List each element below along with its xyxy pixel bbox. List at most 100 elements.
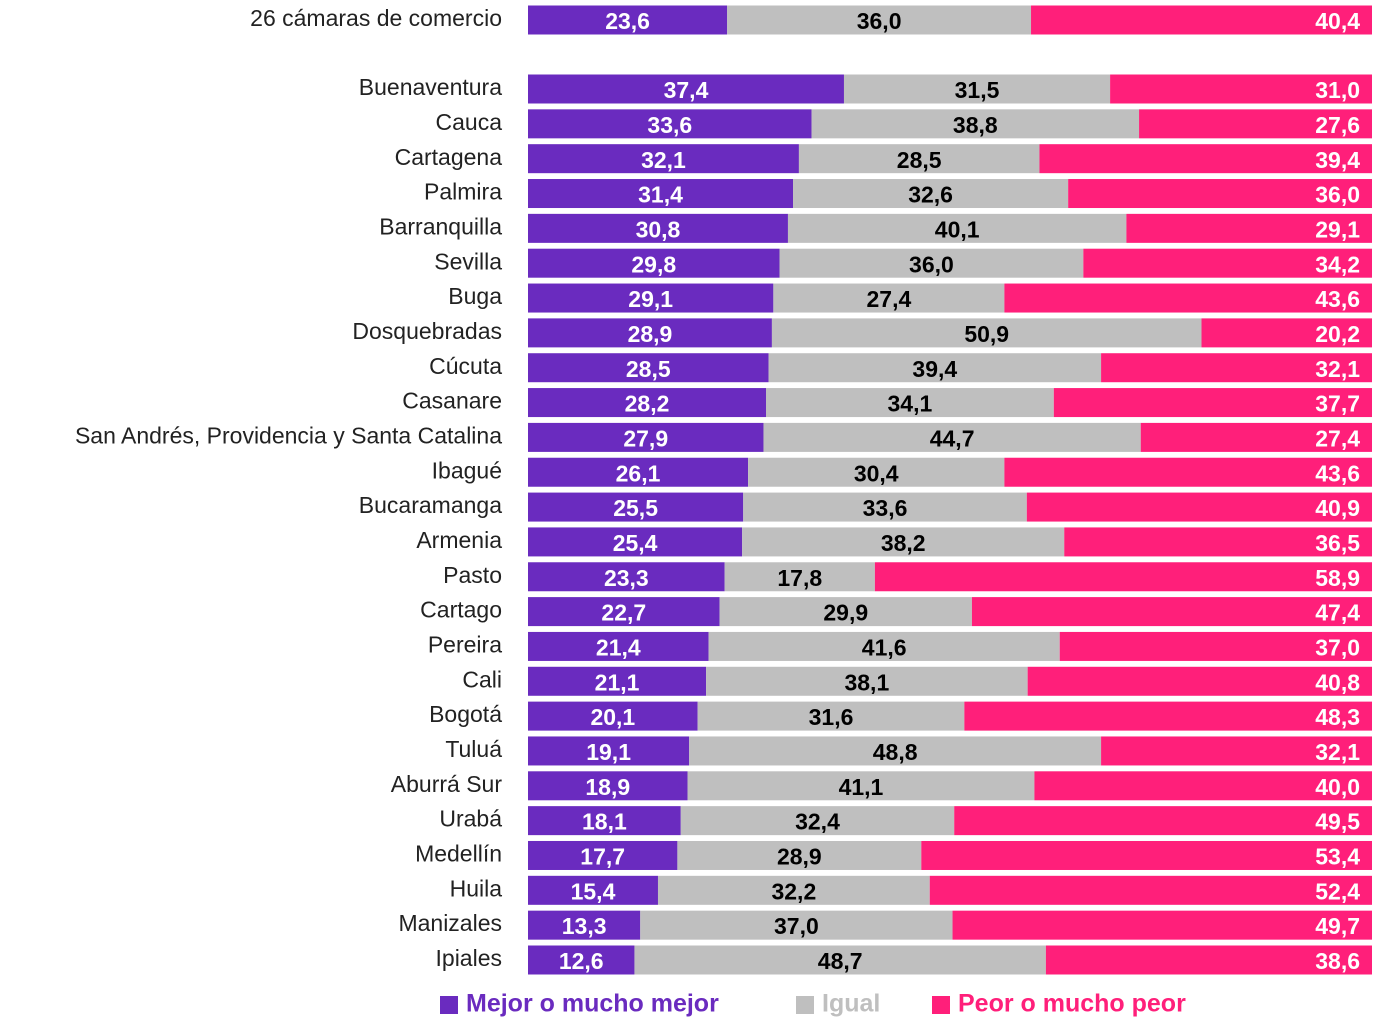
value-label: 33,6 [647,112,692,138]
bar-segment [528,840,678,870]
legend-label: Igual [822,990,880,1018]
category-label: Pasto [443,562,502,588]
bar-segment [528,213,788,243]
category-label: Bogotá [429,701,502,727]
value-label: 29,8 [631,251,676,277]
value-label: 38,2 [881,530,926,556]
value-label: 20,2 [1315,321,1360,347]
category-label: Pereira [428,632,502,658]
value-label: 39,4 [1315,147,1360,173]
bar-segment [528,353,769,383]
value-label: 30,8 [636,216,681,242]
value-label: 26,1 [616,460,661,486]
category-label: Manizales [398,910,502,936]
value-label: 21,1 [595,669,640,695]
bar-segment [657,875,930,905]
category-label: Aburrá Sur [391,771,503,797]
bar-segment [954,806,1372,836]
legend-swatch [440,996,458,1014]
category-label: Cartago [420,597,502,623]
bar-segment [528,74,844,104]
value-label: 12,6 [559,948,604,974]
bar-segment [528,144,799,174]
bar-segment [724,562,875,592]
category-label: Sevilla [434,248,502,274]
value-label: 25,5 [613,495,658,521]
value-label: 28,2 [625,391,670,417]
value-label: 49,5 [1315,809,1360,835]
value-label: 31,6 [809,704,854,730]
bar-segment [1053,388,1372,418]
value-label: 40,9 [1315,495,1360,521]
bar-segment [748,457,1005,487]
value-label: 53,4 [1315,844,1360,870]
bar-segment [528,875,658,905]
bar-segment [687,771,1035,801]
value-label: 19,1 [586,739,631,765]
value-label: 38,1 [844,669,889,695]
category-label: Armenia [416,527,502,553]
value-label: 28,5 [897,147,942,173]
bar-segment [528,701,698,731]
value-label: 40,8 [1315,669,1360,695]
value-label: 17,7 [580,844,625,870]
bar-segment [743,492,1027,522]
bar-segment [1126,213,1372,243]
value-label: 58,9 [1315,565,1360,591]
value-label: 36,0 [909,251,954,277]
value-label: 52,4 [1315,878,1360,904]
bar-segment [528,457,749,487]
bar-segment [528,631,709,661]
bar-segment [528,422,764,452]
value-label: 37,0 [774,913,819,939]
bar-segment [952,910,1372,940]
bar-segment [793,179,1069,209]
category-label: Ibagué [432,457,502,483]
bar-segment [634,945,1046,975]
value-label: 29,1 [1315,216,1360,242]
bar-segment [1101,353,1372,383]
value-label: 32,1 [1315,356,1360,382]
bar-segment [1139,109,1372,139]
category-label: Ipiales [436,945,502,971]
value-label: 41,6 [862,635,907,661]
bar-segment [766,388,1054,418]
bar-segment [1004,283,1372,313]
category-label: Cali [462,666,502,692]
bar-segment [964,701,1372,731]
legend-swatch [932,996,950,1014]
value-label: 39,4 [912,356,957,382]
value-label: 27,9 [623,425,668,451]
bar-segment [528,109,812,139]
bar-segment [1059,631,1372,661]
value-label: 32,4 [795,809,840,835]
legend-label: Peor o mucho peor [958,990,1186,1018]
bar-segment [528,945,635,975]
value-label: 41,1 [839,774,884,800]
value-label: 49,7 [1315,913,1360,939]
bar-segment [768,353,1102,383]
bar-segment [528,388,767,418]
bar-segment [697,701,965,731]
bar-segment [1068,179,1372,209]
value-label: 13,3 [562,913,607,939]
bar-segment [771,318,1202,348]
value-label: 20,1 [590,704,635,730]
bar-segment [708,631,1060,661]
bar-segment [1083,248,1372,278]
bar-segment [1064,527,1372,557]
bar-segment [719,597,972,627]
category-label: Dosquebradas [352,318,502,344]
value-label: 29,9 [823,600,868,626]
value-label: 18,1 [582,809,627,835]
bar-segment [528,5,728,35]
bar-segment [528,179,794,209]
value-label: 34,1 [888,391,933,417]
bar-segment [1027,666,1372,696]
bar-segment [1201,318,1372,348]
bar-segment [874,562,1372,592]
bar-segment [971,597,1372,627]
value-label: 48,8 [873,739,918,765]
value-label: 22,7 [601,600,646,626]
bar-segment [528,910,641,940]
